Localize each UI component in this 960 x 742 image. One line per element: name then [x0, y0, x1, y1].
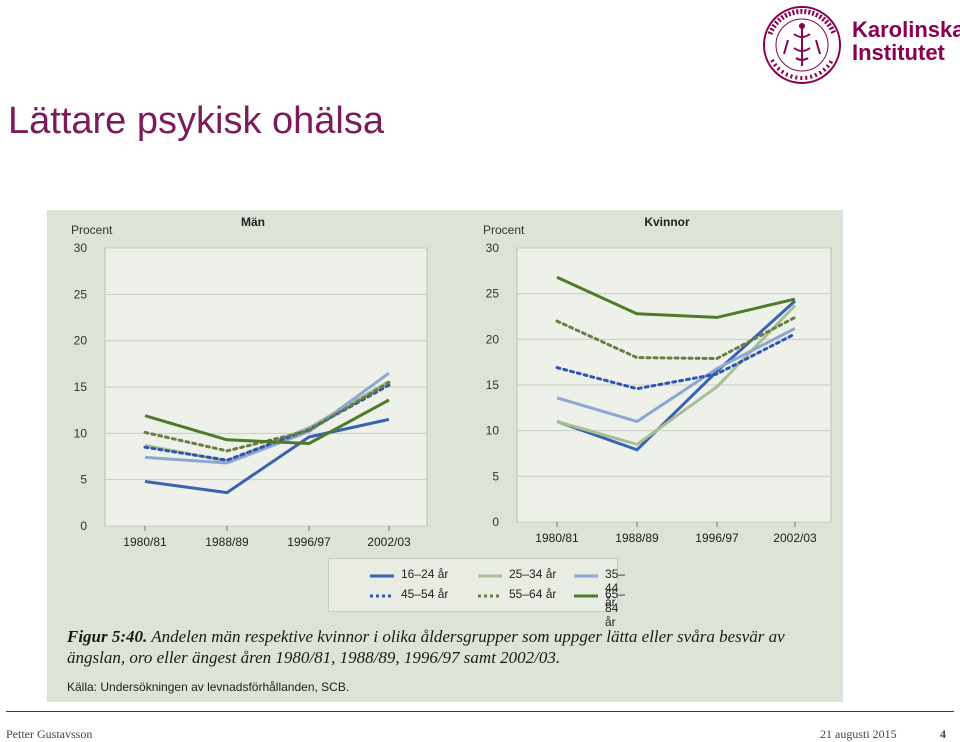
kvinnor-ytick-label: 5: [492, 469, 499, 483]
legend-swatch: [574, 574, 598, 578]
figure-photo: 0 5 10 15 20 25 30 Procent Män 1980/81 1988/89 1996…: [47, 210, 843, 702]
legend-item: 16–24 år: [370, 567, 449, 581]
kvinnor-ytick-label: 20: [486, 332, 500, 346]
kvinnor-ytick-label: 30: [486, 241, 500, 255]
figure-caption: Figur 5:40. Andelen män respektive kvinn…: [67, 626, 837, 668]
man-series-line-0: [144, 417, 390, 495]
man-xtick-label: 1980/81: [123, 535, 167, 549]
figure-source: Källa: Undersökningen av levnadsförhålla…: [67, 680, 350, 694]
legend-swatch: [370, 574, 394, 578]
logo-text-line1: Karolinska: [852, 17, 960, 42]
kvinnor-ylabel: Procent: [483, 223, 525, 237]
charts-svg: 0 5 10 15 20 25 30 Procent Män 1980/81 1988/89 1996…: [71, 215, 832, 549]
legend-label: 25–34 år: [509, 567, 557, 581]
legend-label: 55–64 år: [509, 587, 557, 601]
man-chart-title: Män: [241, 215, 265, 229]
kvinnor-xtick-label: 1988/89: [615, 531, 659, 545]
man-ytick-label: 25: [74, 287, 88, 301]
man-ytick-label: 5: [80, 473, 87, 487]
kvinnor-series-line-2: [556, 327, 796, 423]
man-ytick-label: 0: [80, 519, 87, 533]
man-ylabel: Procent: [71, 223, 113, 237]
kvinnor-chart-title: Kvinnor: [644, 215, 690, 229]
legend-item: 65–84 år: [574, 587, 626, 629]
legend-swatch: [478, 574, 502, 578]
legend-swatch: [478, 594, 502, 598]
karolinska-logo: Karolinska Institutet: [760, 4, 960, 86]
footer-date: 21 augusti 2015: [820, 727, 897, 741]
legend-item: 35–44 år: [574, 567, 626, 609]
footer-page-number: 4: [940, 727, 946, 741]
slide-title: Lättare psykisk ohälsa: [8, 100, 384, 142]
chart-legend: 16–24 år 25–34 år 35–44 år 45–54 år 55–64 år…: [328, 558, 625, 629]
kvinnor-series-line-3: [555, 332, 797, 391]
footer-divider: [6, 711, 954, 712]
legend-item: 25–34 år: [478, 567, 557, 581]
kvinnor-series-line-5: [556, 275, 796, 319]
man-xtick-label: 1996/97: [287, 535, 331, 549]
kvinnor-xtick-label: 2002/03: [773, 531, 817, 545]
caption-text: Andelen män respektive kvinnor i olika å…: [67, 627, 785, 667]
kvinnor-ytick-label: 0: [492, 515, 499, 529]
seal-icon: [763, 6, 841, 84]
legend-label: 65–84 år: [605, 587, 626, 629]
legend-swatch: [370, 594, 394, 598]
legend-label: 16–24 år: [401, 567, 449, 581]
legend-label: 35–44 år: [605, 567, 626, 609]
logo-text-line2: Institutet: [852, 40, 945, 65]
man-xtick-label: 2002/03: [367, 535, 411, 549]
caption-prefix: Figur 5:40.: [67, 627, 148, 646]
kvinnor-series-line-4: [555, 315, 797, 360]
man-ytick-label: 10: [74, 426, 88, 440]
man-series-line-2: [144, 371, 390, 465]
man-series-line-5: [144, 398, 390, 445]
legend-item: 55–64 år: [478, 587, 557, 601]
man-ytick-label: 15: [74, 380, 88, 394]
kvinnor-xtick-label: 1996/97: [695, 531, 739, 545]
kvinnor-xtick-label: 1980/81: [535, 531, 579, 545]
man-ytick-label: 30: [74, 241, 88, 255]
legend-swatch: [574, 594, 598, 598]
kvinnor-ytick-label: 10: [486, 424, 500, 438]
man-xtick-label: 1988/89: [205, 535, 249, 549]
kvinnor-ytick-label: 15: [486, 378, 500, 392]
footer-author: Petter Gustavsson: [6, 727, 93, 741]
man-series-line-3: [143, 383, 391, 462]
kvinnor-series-line-0: [556, 299, 797, 452]
kvinnor-series-line-1: [556, 304, 797, 446]
kvinnor-ytick-label: 25: [486, 287, 500, 301]
man-ytick-label: 20: [74, 334, 88, 348]
legend-item: 45–54 år: [370, 587, 449, 601]
legend-label: 45–54 år: [401, 587, 449, 601]
